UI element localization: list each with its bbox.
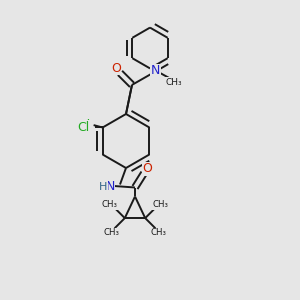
Text: CH₃: CH₃ xyxy=(153,200,169,209)
Text: N: N xyxy=(151,64,160,77)
Text: Cl: Cl xyxy=(78,121,90,134)
Text: N: N xyxy=(105,179,115,193)
Text: CH₃: CH₃ xyxy=(150,228,167,237)
Text: CH₃: CH₃ xyxy=(101,200,117,209)
Text: CH₃: CH₃ xyxy=(103,228,120,237)
Text: O: O xyxy=(111,61,121,75)
Text: O: O xyxy=(143,162,152,176)
Text: Cl: Cl xyxy=(79,118,91,132)
Text: H: H xyxy=(99,182,108,192)
Text: CH₃: CH₃ xyxy=(166,78,182,87)
